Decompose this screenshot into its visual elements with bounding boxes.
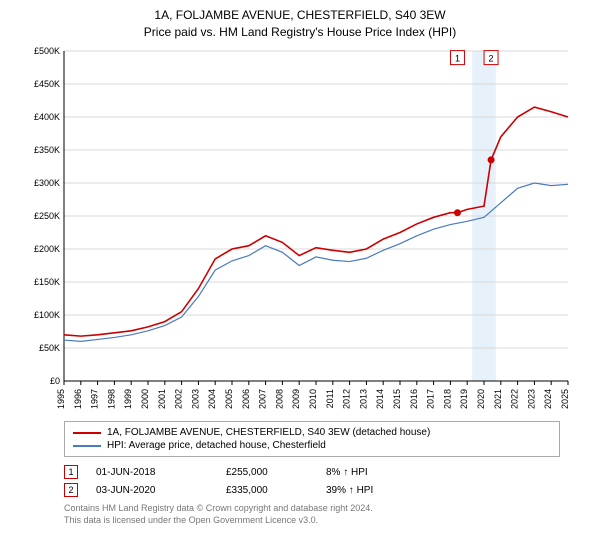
svg-text:1997: 1997	[90, 389, 100, 409]
svg-text:2021: 2021	[493, 389, 503, 409]
svg-text:2: 2	[489, 54, 494, 64]
svg-text:2022: 2022	[510, 389, 520, 409]
svg-text:2007: 2007	[258, 389, 268, 409]
footer: Contains HM Land Registry data © Crown c…	[64, 503, 588, 526]
svg-text:£0: £0	[50, 376, 60, 386]
svg-text:2004: 2004	[207, 389, 217, 409]
legend: 1A, FOLJAMBE AVENUE, CHESTERFIELD, S40 3…	[64, 421, 560, 457]
marker-box-1: 1	[64, 465, 78, 479]
svg-text:1995: 1995	[56, 389, 66, 409]
svg-text:2009: 2009	[291, 389, 301, 409]
svg-text:£500K: £500K	[34, 46, 60, 56]
svg-text:2019: 2019	[459, 389, 469, 409]
footer-line-1: Contains HM Land Registry data © Crown c…	[64, 503, 588, 515]
svg-text:2008: 2008	[274, 389, 284, 409]
chart-title: 1A, FOLJAMBE AVENUE, CHESTERFIELD, S40 3…	[12, 8, 588, 22]
svg-text:1998: 1998	[106, 389, 116, 409]
plot-area: £0 £50K £100K £150K £200K £250K £300K £350K £400…	[24, 45, 584, 415]
svg-text:1996: 1996	[73, 389, 83, 409]
svg-text:£50K: £50K	[39, 343, 60, 353]
svg-text:2020: 2020	[476, 389, 486, 409]
svg-text:2013: 2013	[358, 389, 368, 409]
marker-date-2: 03-JUN-2020	[96, 485, 226, 496]
svg-text:2012: 2012	[342, 389, 352, 409]
marker-price-1: £255,000	[226, 467, 326, 478]
svg-text:2023: 2023	[526, 389, 536, 409]
svg-text:2002: 2002	[174, 389, 184, 409]
svg-text:2015: 2015	[392, 389, 402, 409]
svg-text:2006: 2006	[241, 389, 251, 409]
svg-text:£150K: £150K	[34, 277, 60, 287]
marker-row-2: 2 03-JUN-2020 £335,000 39% ↑ HPI	[64, 481, 588, 499]
legend-row-property: 1A, FOLJAMBE AVENUE, CHESTERFIELD, S40 3…	[73, 426, 551, 439]
svg-text:2018: 2018	[442, 389, 452, 409]
svg-text:£350K: £350K	[34, 145, 60, 155]
marker-box-2: 2	[64, 483, 78, 497]
legend-swatch-property	[73, 432, 101, 434]
svg-text:2001: 2001	[157, 389, 167, 409]
chart-svg: £0 £50K £100K £150K £200K £250K £300K £350K £400…	[24, 45, 584, 415]
svg-text:2003: 2003	[190, 389, 200, 409]
svg-text:2014: 2014	[375, 389, 385, 409]
svg-text:£250K: £250K	[34, 211, 60, 221]
svg-text:2011: 2011	[325, 389, 335, 408]
svg-text:2010: 2010	[308, 389, 318, 409]
chart-subtitle: Price paid vs. HM Land Registry's House …	[12, 25, 588, 39]
legend-label-hpi: HPI: Average price, detached house, Ches…	[107, 440, 326, 451]
footer-line-2: This data is licensed under the Open Gov…	[64, 515, 588, 527]
marker-date-1: 01-JUN-2018	[96, 467, 226, 478]
marker-diff-1: 8% ↑ HPI	[326, 467, 446, 478]
svg-text:2016: 2016	[409, 389, 419, 409]
marker-row-1: 1 01-JUN-2018 £255,000 8% ↑ HPI	[64, 463, 588, 481]
legend-swatch-hpi	[73, 445, 101, 447]
marker-price-2: £335,000	[226, 485, 326, 496]
legend-row-hpi: HPI: Average price, detached house, Ches…	[73, 439, 551, 452]
svg-text:1999: 1999	[123, 389, 133, 409]
svg-text:2000: 2000	[140, 389, 150, 409]
svg-text:£300K: £300K	[34, 178, 60, 188]
marker-diff-2: 39% ↑ HPI	[326, 485, 446, 496]
svg-text:1: 1	[455, 54, 460, 64]
legend-label-property: 1A, FOLJAMBE AVENUE, CHESTERFIELD, S40 3…	[107, 427, 430, 438]
svg-text:£200K: £200K	[34, 244, 60, 254]
svg-text:£400K: £400K	[34, 112, 60, 122]
svg-text:2024: 2024	[543, 389, 553, 409]
svg-text:2005: 2005	[224, 389, 234, 409]
svg-text:£100K: £100K	[34, 310, 60, 320]
svg-text:2017: 2017	[426, 389, 436, 409]
svg-text:£450K: £450K	[34, 79, 60, 89]
svg-text:2025: 2025	[560, 389, 570, 409]
